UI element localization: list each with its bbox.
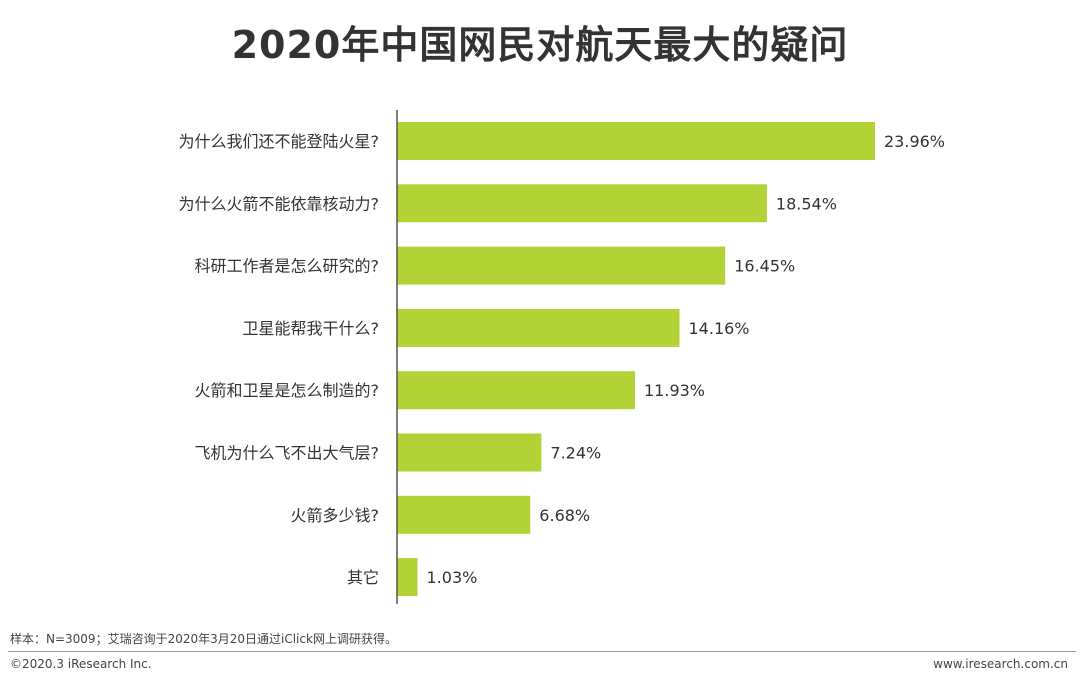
website-link[interactable]: www.iresearch.com.cn <box>933 657 1068 671</box>
category-label-1: 为什么我们还不能登陆火星? <box>179 132 380 151</box>
value-label-6: 7.24% <box>550 444 601 463</box>
bar-3 <box>397 246 726 285</box>
category-label-3: 科研工作者是怎么研究的? <box>195 257 380 276</box>
bar-7 <box>397 495 531 534</box>
value-label-2: 18.54% <box>776 194 837 213</box>
footer-divider <box>8 651 1076 652</box>
category-label-5: 火箭和卫星是怎么制造的? <box>195 381 380 400</box>
bar-5 <box>397 371 635 410</box>
category-label-2: 为什么火箭不能依靠核动力? <box>179 194 380 213</box>
copyright-text: ©2020.3 iResearch Inc. <box>10 657 152 671</box>
bar-6 <box>397 433 542 472</box>
value-label-4: 14.16% <box>689 319 750 338</box>
bar-2 <box>397 184 767 223</box>
value-label-1: 23.96% <box>884 132 945 151</box>
value-label-5: 11.93% <box>644 381 705 400</box>
value-label-3: 16.45% <box>734 257 795 276</box>
bar-4 <box>397 308 680 347</box>
value-label-8: 1.03% <box>427 568 478 587</box>
labels-layer: 为什么我们还不能登陆火星? 23.96% 为什么火箭不能依靠核动力? 18.54% 科研… <box>179 132 946 587</box>
bars-layer <box>397 122 875 597</box>
category-label-6: 飞机为什么飞不出大气层? <box>195 444 380 463</box>
category-label-8: 其它 <box>347 568 379 587</box>
bar-1 <box>397 122 875 160</box>
sample-note: 样本：N=3009；艾瑞咨询于2020年3月20日通过iClick网上调研获得。 <box>10 632 397 646</box>
bar-8 <box>397 558 418 597</box>
category-label-4: 卫星能帮我干什么? <box>243 319 380 338</box>
category-label-7: 火箭多少钱? <box>291 506 380 525</box>
value-label-7: 6.68% <box>539 506 590 525</box>
chart-title: 2020年中国网民对航天最大的疑问 <box>231 23 849 67</box>
